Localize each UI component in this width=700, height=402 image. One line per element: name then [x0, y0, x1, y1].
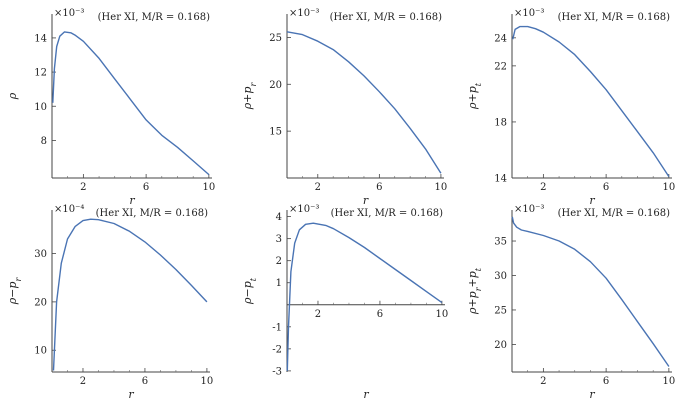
y-tick-label: 30	[494, 271, 507, 282]
y-tick-label: 20	[34, 297, 47, 308]
y-axis-title: ρ	[6, 92, 19, 100]
x-tick-label: 10	[202, 182, 215, 193]
y-tick-label: -1	[272, 322, 282, 333]
y-tick-label: 1	[276, 278, 282, 289]
y-tick-label: 10	[34, 102, 47, 113]
series-line	[511, 216, 670, 367]
series-line	[286, 222, 443, 371]
chart-panel-1: 2 6 10 8 10 12 14 r ρ ×10⁻³ (Her XI, M/R = 0.168)	[6, 8, 215, 207]
panel-annotation: (Her XI, M/R = 0.168)	[331, 208, 443, 219]
y-multiplier: ×10⁻³	[54, 8, 84, 19]
x-tick-label: 6	[603, 376, 609, 387]
x-tick-label: 6	[142, 376, 148, 387]
x-tick-label: 6	[143, 182, 149, 193]
y-tick-label: 15	[269, 127, 282, 138]
panel-annotation: (Her XI, M/R = 0.168)	[558, 12, 670, 23]
y-tick-label: 30	[34, 249, 47, 260]
y-tick-label: 8	[41, 136, 47, 147]
series-line	[286, 31, 442, 174]
x-tick-label: 10	[662, 376, 675, 387]
y-tick-label: 14	[494, 174, 507, 185]
y-multiplier: ×10⁻³	[514, 8, 544, 19]
series-line	[512, 25, 670, 177]
y-tick-label: 10	[34, 346, 47, 357]
y-tick-label: 2	[276, 256, 282, 267]
y-axis-title: ρ−pt	[241, 277, 258, 305]
x-tick-label: 2	[540, 182, 546, 193]
y-tick-label: 12	[34, 68, 47, 79]
y-multiplier: ×10⁻³	[289, 204, 319, 215]
chart-panel-4: 2 6 10 10 20 30 r ρ−pr ×10⁻⁴ (Her XI, M/R = 0.168…	[6, 204, 213, 401]
series-line	[52, 31, 210, 176]
x-tick-label: 2	[315, 309, 321, 320]
y-tick-label: 22	[494, 61, 507, 72]
y-tick-label: 24	[494, 33, 507, 44]
y-tick-label: -2	[272, 344, 282, 355]
chart-panel-2: 2 6 10 15 20 25 r ρ+pr ×10⁻³ (Her XI, M/R = 0.168…	[241, 8, 447, 207]
x-axis-title: r	[363, 388, 369, 401]
y-tick-label: 3	[276, 234, 282, 245]
panel-annotation: (Her XI, M/R = 0.168)	[558, 208, 670, 219]
x-axis-title: r	[129, 194, 135, 207]
y-multiplier: ×10⁻³	[289, 8, 319, 19]
x-axis-title: r	[363, 194, 369, 207]
y-tick-label: 4	[276, 212, 282, 223]
x-axis-title: r	[589, 194, 595, 207]
x-tick-label: 2	[315, 182, 321, 193]
y-multiplier: ×10⁻³	[514, 204, 544, 215]
y-tick-label: 20	[494, 340, 507, 351]
y-tick-label: -3	[272, 366, 282, 377]
panel-annotation: (Her XI, M/R = 0.168)	[96, 208, 208, 219]
y-tick-label: 35	[494, 237, 507, 248]
y-tick-label: 20	[269, 80, 282, 91]
chart-panel-3: 2 6 10 14 18 22 24 r ρ+pt ×10⁻³ (Her XI, M/R = 0.1…	[466, 8, 675, 207]
x-tick-label: 10	[201, 376, 214, 387]
chart-panel-6: 2 6 10 20 25 30 35 r ρ+pr+pt ×10⁻³ (Her XI, M/R = …	[466, 204, 675, 401]
y-tick-label: 14	[34, 33, 47, 44]
y-tick-label: 18	[494, 117, 507, 128]
x-tick-label: 6	[603, 182, 609, 193]
y-tick-label: 25	[269, 33, 282, 44]
x-axis-title: r	[589, 388, 595, 401]
y-axis-title: ρ+pt	[466, 82, 483, 110]
y-axis-title: ρ+pr+pt	[466, 267, 483, 315]
y-multiplier: ×10⁻⁴	[54, 204, 84, 215]
series-line	[52, 218, 208, 371]
x-tick-label: 10	[436, 309, 449, 320]
y-axis-title: ρ−pr	[6, 277, 23, 306]
y-axis-title: ρ+pr	[241, 82, 258, 111]
x-tick-label: 2	[80, 182, 86, 193]
x-tick-label: 10	[662, 182, 675, 193]
x-tick-label: 2	[540, 376, 546, 387]
chart-panel-5: 2 6 10 -3 -2 -1 1 2 3 4 r ρ−pt ×10⁻³ (Her XI, M/R = 0…	[241, 204, 448, 401]
panel-annotation: (Her XI, M/R = 0.168)	[98, 12, 210, 23]
x-axis-title: r	[128, 388, 134, 401]
x-tick-label: 6	[376, 182, 382, 193]
x-tick-label: 6	[377, 309, 383, 320]
y-tick-label: 25	[494, 305, 507, 316]
panel-annotation: (Her XI, M/R = 0.168)	[330, 12, 442, 23]
x-tick-label: 2	[80, 376, 86, 387]
x-tick-label: 10	[435, 182, 448, 193]
